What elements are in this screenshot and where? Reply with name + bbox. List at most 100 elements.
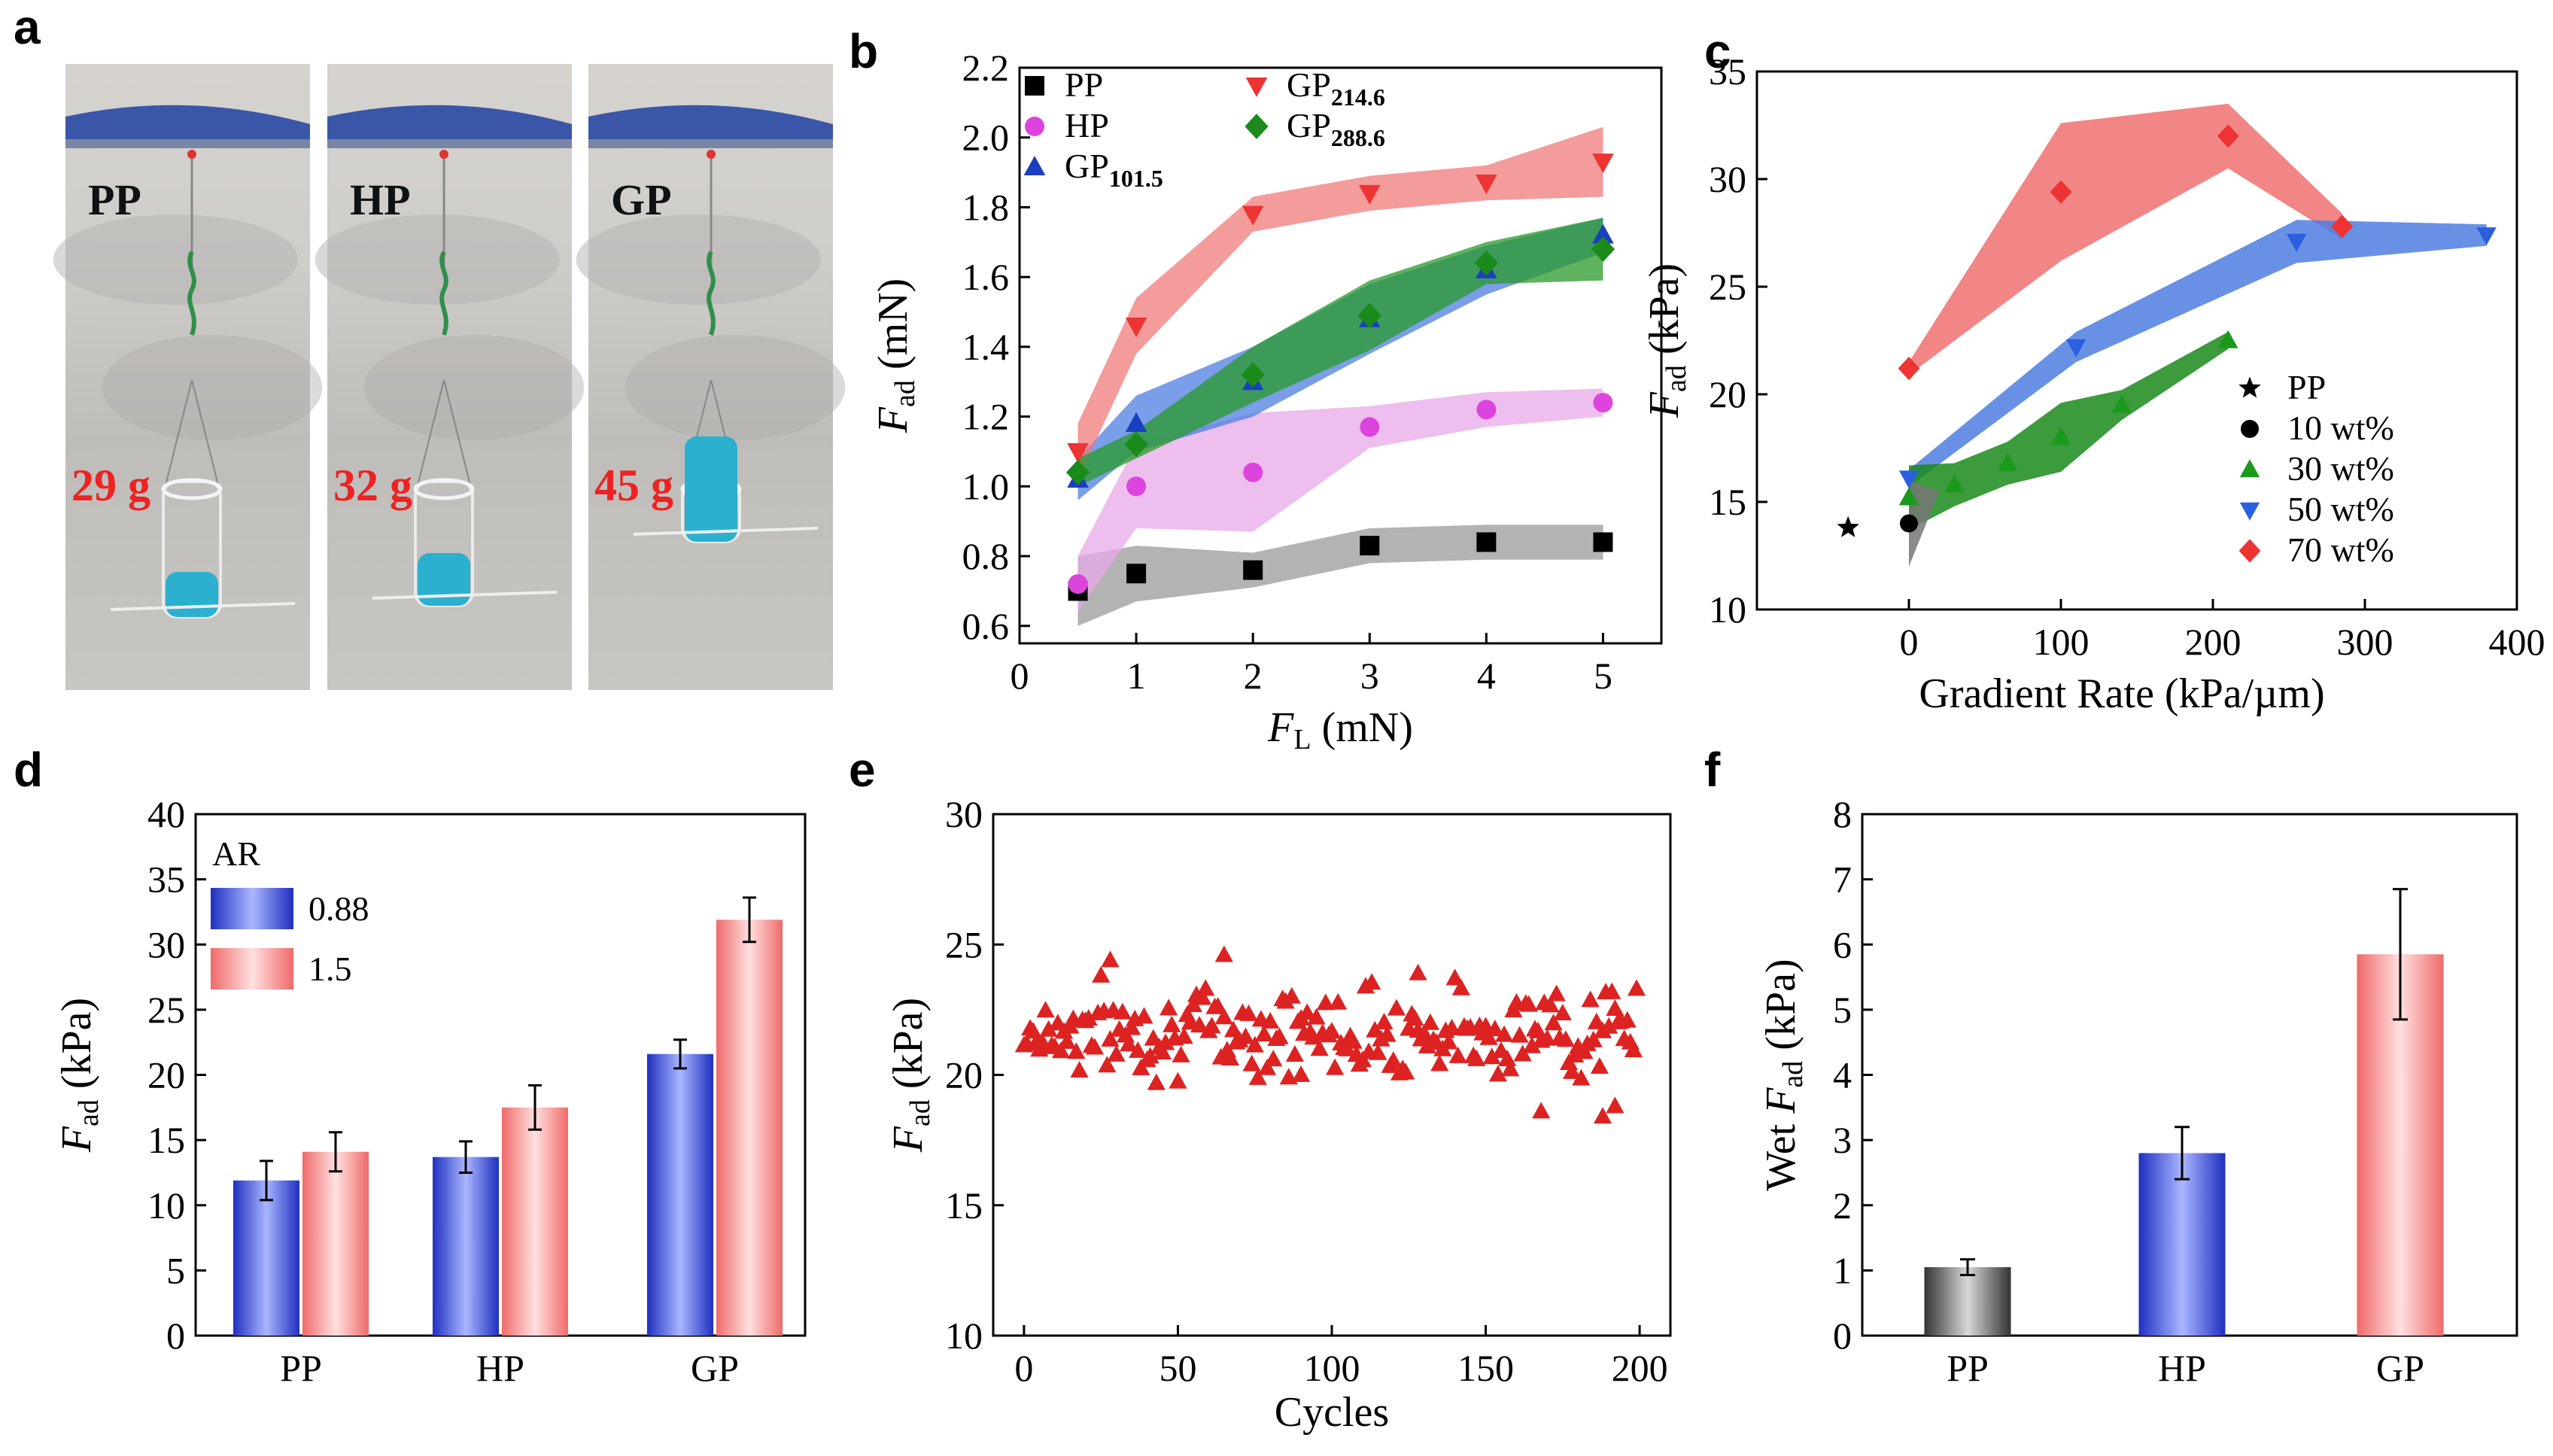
hook (707, 251, 716, 336)
y-tick-label: 1.0 (962, 465, 1010, 507)
photo-mass-label: 45 g (594, 461, 673, 510)
y-axis-label-sub: ad (889, 380, 921, 407)
data-point (1476, 532, 1497, 552)
legend-label-main: HP (1065, 106, 1109, 144)
legend-marker (2239, 502, 2260, 521)
thread (165, 379, 193, 486)
data-point (1159, 999, 1178, 1016)
y-tick-label: 0 (1833, 1315, 1852, 1357)
photo-shadow (102, 335, 323, 440)
y-tick-label: 2.2 (962, 47, 1010, 89)
data-point (1270, 1027, 1289, 1044)
legend-label-main: PP (1065, 65, 1103, 104)
bar (716, 919, 783, 1336)
x-tick-label: PP (1947, 1347, 1989, 1389)
data-point (1590, 1057, 1609, 1075)
y-axis-label: Fad (kPa) (1641, 263, 1692, 418)
legend-marker (2238, 539, 2261, 563)
y-tick-label: 10 (147, 1184, 185, 1227)
data-point (1501, 1059, 1520, 1077)
fit-band-50wt (1909, 220, 2487, 487)
y-tick-label: 1.6 (962, 256, 1010, 298)
data-point (1357, 302, 1381, 329)
data-point (1593, 532, 1613, 552)
data-point (1488, 1065, 1508, 1082)
data-point (1944, 474, 1965, 493)
y-axis-label-sub: ad (73, 1099, 105, 1126)
y-tick-label: 2.0 (962, 117, 1010, 159)
panel-label-a: a (14, 0, 41, 54)
data-point (1344, 1032, 1363, 1049)
x-tick-label: 3 (1360, 655, 1379, 697)
legend-marker (1245, 77, 1268, 97)
x-tick-label: 200 (1612, 1347, 1668, 1389)
data-point (1241, 362, 1265, 388)
support-arm (588, 105, 833, 147)
data-point (1304, 1028, 1323, 1045)
y-tick-label: 3 (1833, 1119, 1852, 1161)
x-axis-label-main: F (1267, 704, 1294, 751)
data-point (1519, 995, 1538, 1012)
panel-label-c: c (1704, 24, 1731, 78)
panel-label-d: d (14, 743, 43, 797)
data-point (1467, 1049, 1486, 1066)
y-tick-label: 30 (147, 923, 185, 965)
data-point (1098, 1056, 1117, 1073)
fit-band-pp (1077, 524, 1603, 626)
legend-marker (1025, 117, 1044, 136)
y-tick-label: 25 (147, 989, 185, 1031)
y-tick-label: 5 (166, 1249, 185, 1291)
x-tick-label: 100 (2033, 621, 2090, 663)
y-tick-label: 35 (147, 859, 185, 901)
data-point (1384, 1051, 1403, 1068)
y-axis-label-main: F (870, 406, 916, 433)
legend-label: PP (2287, 368, 2326, 406)
data-point (2050, 427, 2071, 445)
thread (417, 379, 445, 486)
data-point (1214, 1008, 1233, 1025)
data-point (1387, 999, 1406, 1016)
panel-label-f: f (1704, 743, 1721, 797)
data-point (1360, 417, 1380, 437)
chart-c-frame (1755, 70, 2518, 611)
data-point (1556, 1030, 1576, 1047)
data-point (1245, 1035, 1264, 1053)
y-tick-label: 35 (1709, 50, 1746, 93)
y-tick-label: 15 (1709, 481, 1746, 523)
data-point (1039, 1020, 1058, 1037)
data-point (1837, 515, 1859, 537)
data-point (1325, 1058, 1345, 1075)
data-point (1291, 1065, 1311, 1082)
ruler-line (633, 527, 819, 536)
legend-label: GP214.6 (1287, 65, 1385, 111)
data-point (1541, 995, 1560, 1013)
y-axis-label: Fad (mN) (870, 278, 921, 433)
data-point (1223, 1020, 1243, 1038)
x-tick-label: HP (476, 1347, 524, 1389)
data-point (1592, 223, 1614, 244)
data-point (2050, 180, 2072, 204)
vial-rim (161, 478, 223, 500)
fit-band-gp (1077, 126, 1603, 480)
data-point (1538, 1029, 1557, 1046)
data-point (2111, 394, 2132, 413)
y-tick-label: 0.6 (962, 605, 1010, 647)
attach-point (439, 150, 448, 159)
data-point (1125, 318, 1147, 338)
data-point (1242, 205, 1264, 226)
chart-e: 0 50 100 150 200 10 15 20 25 30 Cycles Fad (kPa) (885, 793, 1672, 1436)
data-point (1129, 1041, 1147, 1058)
x-tick-label: 400 (2489, 621, 2545, 663)
y-axis-label-main: F (1641, 391, 1688, 418)
data-point (1329, 992, 1348, 1010)
legend-label: HP (1065, 106, 1109, 144)
photo-shadow (53, 214, 298, 305)
y-tick-label: 0 (166, 1315, 185, 1357)
data-point (1257, 1058, 1277, 1075)
data-point (1592, 154, 1614, 174)
data-point (1584, 1030, 1603, 1047)
data-point (1282, 986, 1301, 1004)
data-point (1310, 1039, 1329, 1056)
legend-swatch (211, 948, 293, 989)
